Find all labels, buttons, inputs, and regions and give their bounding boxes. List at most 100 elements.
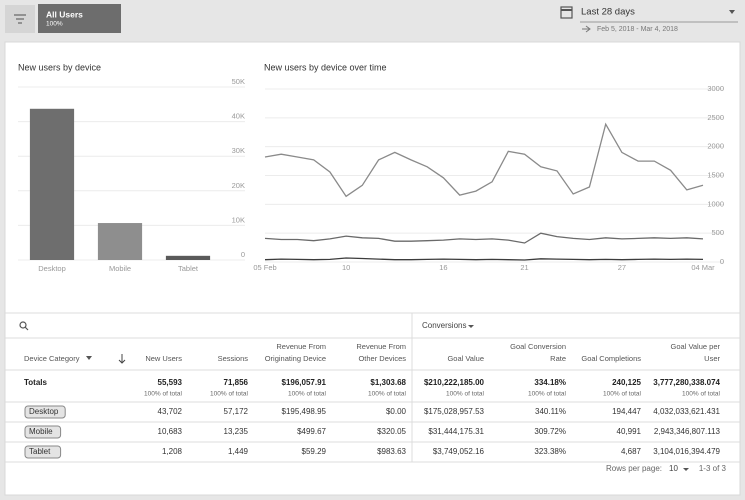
totals-label: Totals <box>24 378 48 387</box>
dropdown-arrow[interactable] <box>468 325 474 328</box>
date-range: Feb 5, 2018 - Mar 4, 2018 <box>597 26 678 33</box>
column-header[interactable]: New Users <box>145 354 182 363</box>
total-value: $210,222,185.00 <box>424 378 485 387</box>
y-tick-label: 20K <box>232 181 245 190</box>
total-value: $1,303.68 <box>370 378 406 387</box>
total-value: 334.18% <box>534 378 566 387</box>
total-share: 100% of total <box>528 391 566 398</box>
column-header[interactable]: Other Devices <box>358 354 406 363</box>
x-tick-label: 10 <box>342 263 350 272</box>
y-tick-label: 10K <box>232 215 245 224</box>
cell: 340.11% <box>535 407 566 416</box>
column-header[interactable]: Device Category <box>24 354 80 363</box>
column-header[interactable]: Goal Value <box>447 354 484 363</box>
column-header[interactable]: Revenue From <box>356 342 406 351</box>
cell: $31,444,175.31 <box>428 427 484 436</box>
column-header[interactable]: Originating Device <box>265 354 326 363</box>
chart-title: New users by device <box>18 62 101 72</box>
calendar-icon <box>560 6 573 19</box>
cell: $59.29 <box>302 447 327 456</box>
chart-title: New users by device over time <box>264 62 387 72</box>
sort-arrow[interactable] <box>86 356 92 360</box>
device-name[interactable]: Tablet <box>29 447 51 456</box>
y-tick-label: 500 <box>711 228 724 237</box>
cell: $320.05 <box>377 427 406 436</box>
total-value: 71,856 <box>224 378 249 387</box>
compare-icon <box>582 25 591 33</box>
y-tick-label: 3000 <box>707 84 724 93</box>
total-share: 100% of total <box>368 391 406 398</box>
segment-name: All Users <box>46 9 83 19</box>
total-share: 100% of total <box>288 391 326 398</box>
conversions-menu[interactable]: Conversions <box>422 321 466 330</box>
device-chip[interactable] <box>24 425 62 439</box>
y-tick-label: 50K <box>232 77 245 86</box>
cell: 4,687 <box>621 447 642 456</box>
bar <box>97 223 143 260</box>
line-series <box>264 232 704 244</box>
device-chip[interactable] <box>24 405 66 419</box>
cell: 323.38% <box>534 447 566 456</box>
column-header[interactable]: User <box>704 354 720 363</box>
x-tick-label: 27 <box>618 263 626 272</box>
total-value: 3,777,280,338.074 <box>653 378 720 387</box>
segment-chip[interactable] <box>38 4 121 33</box>
x-tick-label: 21 <box>520 263 528 272</box>
cell: 3,104,016,394.479 <box>653 447 720 456</box>
date-range-label[interactable]: Last 28 days <box>581 7 635 18</box>
cell: $195,498.95 <box>282 407 327 416</box>
page-range: 1-3 of 3 <box>699 464 727 473</box>
y-tick-label: 0 <box>241 250 245 259</box>
search-icon[interactable] <box>19 321 27 329</box>
cell: 4,032,033,621.431 <box>653 407 720 416</box>
column-header[interactable]: Goal Conversion <box>510 342 566 351</box>
device-name[interactable]: Mobile <box>29 427 53 436</box>
column-header[interactable]: Sessions <box>218 354 249 363</box>
cell: 57,172 <box>224 407 249 416</box>
cell: $3,749,052.16 <box>433 447 485 456</box>
y-tick-label: 2500 <box>707 113 724 122</box>
total-value: 240,125 <box>612 378 641 387</box>
y-tick-label: 40K <box>232 112 245 121</box>
column-header[interactable]: Revenue From <box>276 342 326 351</box>
column-header[interactable]: Rate <box>550 354 566 363</box>
total-share: 100% of total <box>144 391 182 398</box>
cell: 2,943,346,807.113 <box>654 427 721 436</box>
y-tick-label: 1000 <box>707 199 724 208</box>
cell: $499.67 <box>297 427 326 436</box>
cell: 10,683 <box>158 427 183 436</box>
y-tick-label: 1500 <box>707 170 724 179</box>
filter-icon <box>14 14 26 24</box>
dropdown-arrow[interactable] <box>729 10 735 14</box>
cell: 309.72% <box>534 427 566 436</box>
line-series <box>264 122 704 198</box>
y-tick-label: 2000 <box>707 142 724 151</box>
bar <box>29 108 75 260</box>
cell: 13,235 <box>224 427 249 436</box>
y-tick-label: 30K <box>232 146 245 155</box>
total-share: 100% of total <box>446 391 484 398</box>
column-header[interactable]: Goal Value per <box>671 342 721 351</box>
device-name[interactable]: Desktop <box>29 407 59 416</box>
y-tick-label: 0 <box>720 257 724 266</box>
total-value: 55,593 <box>158 378 183 387</box>
total-share: 100% of total <box>682 391 720 398</box>
column-header[interactable]: Goal Completions <box>581 354 641 363</box>
rows-per-page[interactable]: 10 <box>669 464 678 473</box>
x-tick-label: 04 Mar <box>691 263 715 272</box>
cell: $0.00 <box>386 407 407 416</box>
bar <box>165 255 211 260</box>
x-tick-label: 16 <box>439 263 447 272</box>
x-tick-label: Mobile <box>109 264 131 273</box>
cell: $983.63 <box>377 447 406 456</box>
rows-per-page-label: Rows per page: <box>606 464 662 473</box>
x-tick-label: Desktop <box>38 264 66 273</box>
total-share: 100% of total <box>603 391 641 398</box>
device-chip[interactable] <box>24 445 62 459</box>
search-icon-handle <box>24 326 29 331</box>
sort-arrow[interactable] <box>118 354 126 364</box>
segment-share: 100% <box>46 21 63 28</box>
x-tick-label: Tablet <box>178 264 199 273</box>
cell: 40,991 <box>617 427 642 436</box>
dropdown-arrow[interactable] <box>683 468 689 471</box>
